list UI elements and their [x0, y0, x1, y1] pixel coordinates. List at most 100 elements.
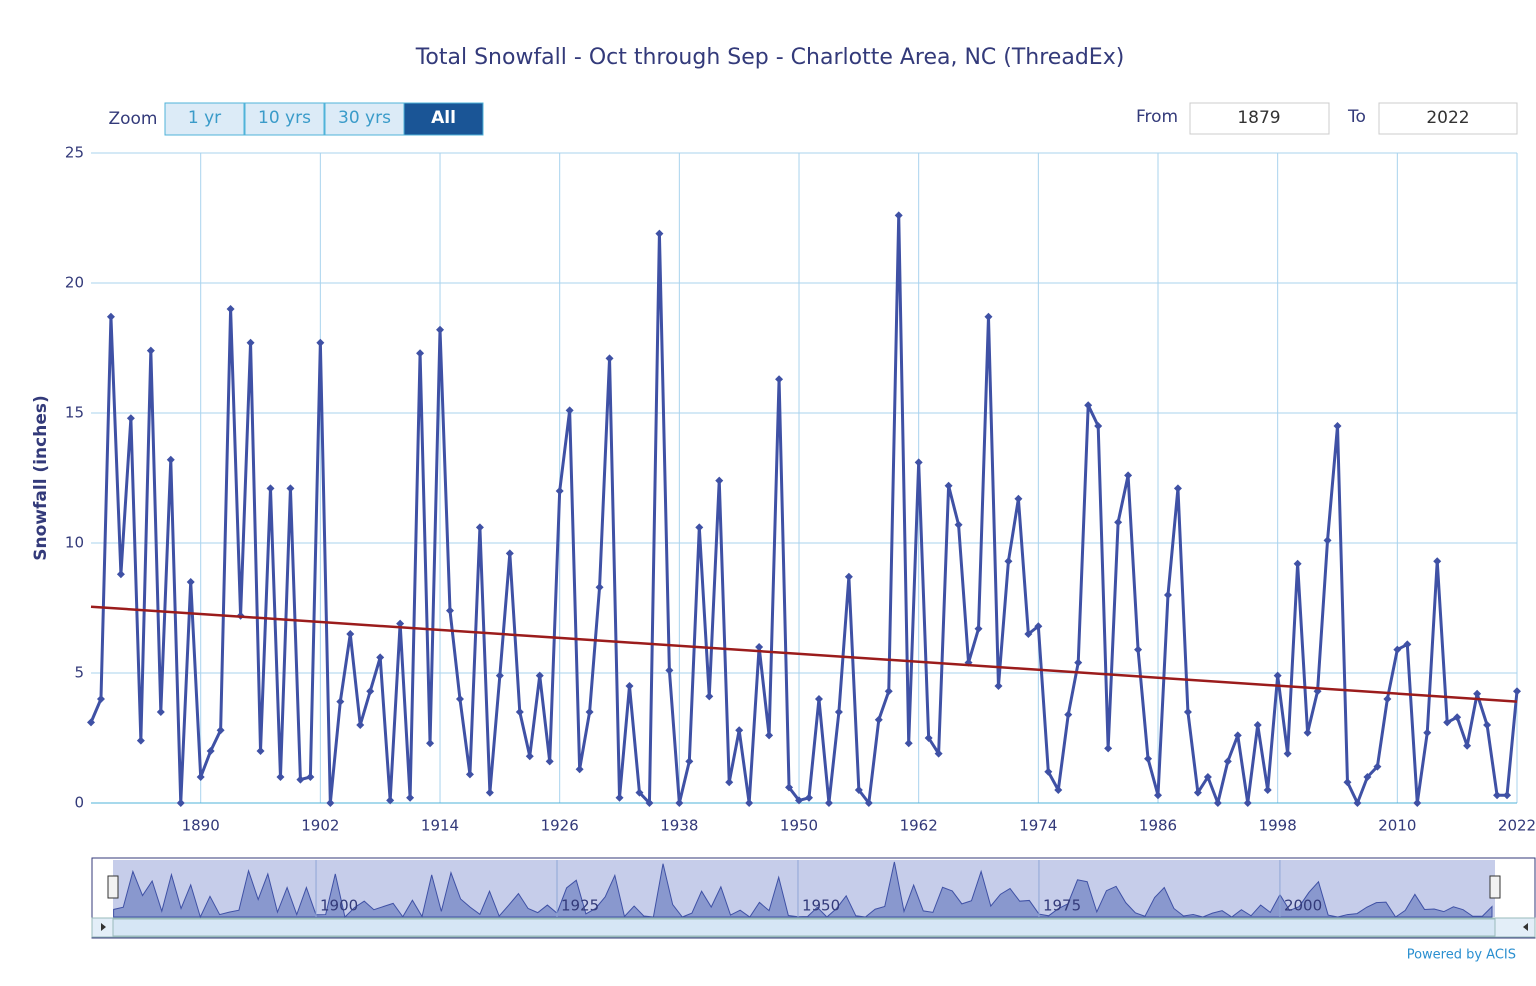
data-point: [924, 734, 933, 742]
data-point: [1513, 687, 1521, 696]
data-point: [685, 757, 694, 766]
chart-title: Total Snowfall - Oct through Sep - Charl…: [415, 45, 1125, 70]
data-point: [176, 799, 185, 807]
data-point: [216, 726, 225, 735]
data-point: [1004, 557, 1013, 566]
from-input[interactable]: [1189, 102, 1330, 135]
data-point: [1124, 471, 1133, 480]
trend-line: [90, 605, 1518, 703]
scroll-left[interactable]: [101, 923, 106, 931]
scrollbar-thumb[interactable]: [112, 918, 1496, 937]
data-point: [1014, 494, 1023, 503]
data-point: [136, 736, 145, 745]
data-point: [1034, 622, 1043, 631]
data-point: [465, 770, 474, 779]
data-point: [715, 476, 724, 485]
data-point: [864, 799, 873, 807]
data-point: [1094, 422, 1103, 430]
data-point: [1453, 713, 1462, 722]
data-point: [455, 695, 464, 703]
data-point: [316, 338, 325, 347]
data-point: [1333, 422, 1342, 430]
data-point: [1213, 799, 1222, 807]
data-point: [376, 653, 385, 662]
data-point: [695, 523, 704, 532]
data-point: [445, 606, 454, 615]
data-point: [1163, 591, 1172, 599]
x-tick-label: 1938: [660, 817, 698, 835]
data-point: [1463, 741, 1472, 750]
data-point: [565, 406, 574, 415]
data-point: [1323, 536, 1332, 545]
data-point: [645, 799, 654, 807]
zoom-button-label: 1 yr: [188, 108, 221, 128]
data-point: [1024, 630, 1033, 638]
zoom-button[interactable]: [244, 102, 325, 136]
from-label: From: [1136, 107, 1178, 127]
data-point: [1393, 645, 1402, 654]
data-point: [555, 487, 564, 495]
x-tick-label: 1986: [1139, 817, 1177, 835]
navigator-handle[interactable]: [1489, 875, 1501, 899]
x-tick-label: 1890: [182, 817, 220, 835]
data-point: [1183, 708, 1192, 716]
y-tick-label: 20: [65, 274, 84, 292]
data-point: [705, 692, 714, 701]
data-point: [665, 666, 674, 675]
zoom-button-label: 30 yrs: [338, 108, 391, 128]
data-point: [745, 799, 754, 807]
data-point: [525, 752, 534, 761]
data-point: [1413, 799, 1422, 807]
navigator-area: [113, 861, 1493, 919]
data-point: [824, 799, 833, 807]
data-point: [1383, 695, 1392, 703]
data-point: [1134, 645, 1143, 654]
data-point: [615, 793, 624, 802]
data-point: [1283, 749, 1292, 758]
data-point: [505, 549, 514, 558]
data-point: [346, 630, 355, 638]
data-point: [266, 484, 275, 493]
y-tick-label: 5: [74, 664, 84, 682]
data-point: [854, 786, 863, 794]
zoom-label: Zoom: [108, 109, 157, 129]
data-point: [206, 747, 215, 755]
data-point: [126, 414, 135, 423]
data-point: [186, 578, 195, 586]
x-tick-label: 1998: [1259, 817, 1297, 835]
data-point: [196, 773, 205, 781]
zoom-button-label: All: [431, 108, 456, 128]
data-point: [834, 708, 843, 716]
data-point: [306, 773, 315, 781]
data-point: [475, 523, 484, 532]
x-tick-label: 1974: [1019, 817, 1057, 835]
x-tick-label: 1950: [780, 817, 818, 835]
from-value: 1879: [1237, 108, 1280, 128]
to-input[interactable]: [1378, 102, 1518, 135]
credit: Powered by ACIS: [1407, 948, 1516, 963]
navigator-handle[interactable]: [107, 875, 119, 899]
data-point: [595, 583, 604, 592]
x-tick-label: 1926: [541, 817, 579, 835]
x-tick-label: 1962: [900, 817, 938, 835]
data-point: [515, 708, 524, 716]
data-point: [605, 354, 614, 363]
data-point: [994, 682, 1003, 690]
data-point: [1054, 786, 1063, 794]
data-point: [495, 671, 504, 680]
data-point: [1233, 731, 1242, 740]
data-point: [904, 739, 913, 748]
navigator-tick-label: 2000: [1284, 897, 1322, 915]
x-tick-label: 1914: [421, 817, 459, 835]
scroll-right[interactable]: [1523, 923, 1528, 931]
data-point: [1373, 762, 1382, 771]
data-point: [386, 796, 395, 805]
zoom-button[interactable]: [164, 102, 245, 136]
data-point: [1263, 786, 1272, 794]
data-point: [1104, 744, 1113, 753]
data-point: [1203, 773, 1212, 781]
data-point: [116, 570, 125, 579]
data-point: [675, 799, 684, 807]
zoom-button[interactable]: [403, 102, 484, 136]
